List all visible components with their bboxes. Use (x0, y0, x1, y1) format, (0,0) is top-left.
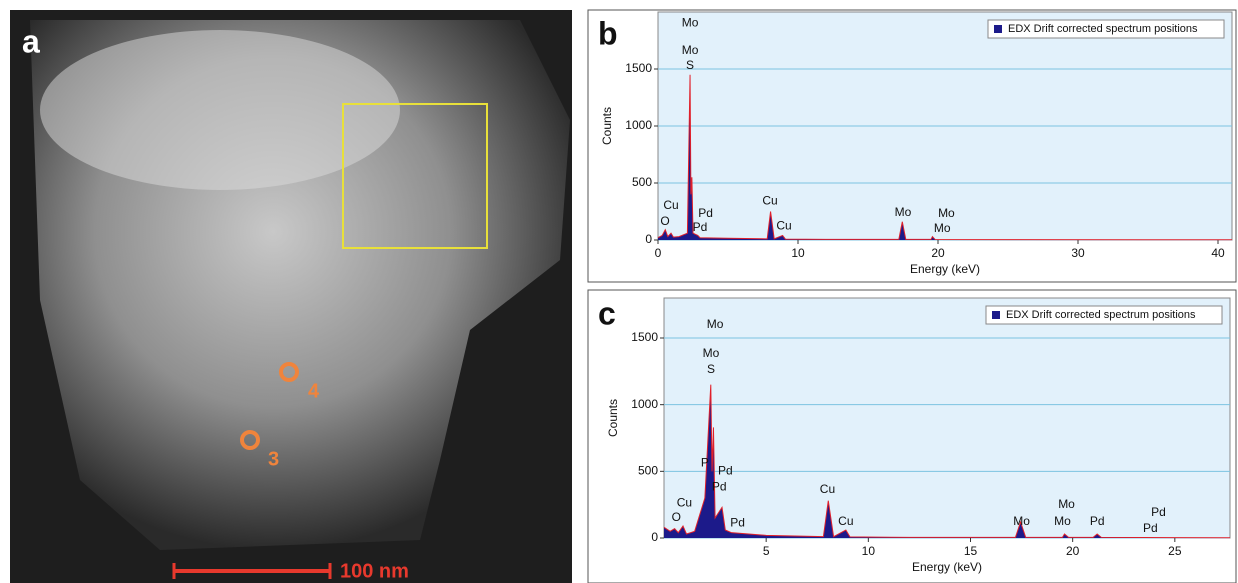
peak-label: Pd (1090, 514, 1105, 528)
peak-label: S (686, 58, 694, 72)
peak-label: Cu (820, 482, 835, 496)
y-tick-label: 1500 (625, 61, 652, 75)
y-tick-label: 1000 (625, 118, 652, 132)
spectrum-fill (664, 384, 1230, 538)
peak-label: O (660, 214, 669, 228)
legend-box (985, 305, 1223, 325)
spectrum-line (663, 384, 1231, 539)
micrograph-panel: 4 3 100 nm a (10, 10, 572, 583)
legend-swatch (994, 25, 1002, 33)
legend-box (987, 19, 1225, 39)
spectrum-line (657, 74, 1233, 241)
peak-label: Pd (718, 464, 733, 478)
peak-label: Mo (682, 16, 699, 30)
x-tick-label: 40 (1211, 246, 1225, 260)
peak-label: Mo (1054, 514, 1071, 528)
x-axis-label: Energy (keV) (910, 262, 980, 276)
bright-region (40, 30, 400, 190)
peak-label: Cu (677, 496, 692, 510)
x-axis-label: Energy (keV) (912, 560, 982, 574)
peak-label: Mo (1058, 497, 1075, 511)
peak-label: Pd (1143, 521, 1158, 535)
peak-label: Mo (707, 317, 724, 331)
marker-circle (240, 430, 260, 450)
y-axis-label: Counts (606, 399, 620, 437)
y-axis-label: Counts (600, 107, 614, 145)
x-tick-label: 0 (655, 246, 662, 260)
peak-label: Cu (838, 514, 853, 528)
chart: 0 500 1000 1500 5 10 15 20 25 Energy (keV) Counts c… (587, 289, 1237, 583)
x-tick-label: 10 (791, 246, 805, 260)
peak-label: O (672, 510, 681, 524)
legend-swatch (992, 311, 1000, 319)
scale-bar-label: 100 nm (340, 560, 409, 582)
marker-label: 4 (308, 380, 320, 402)
y-tick-label: 0 (651, 530, 658, 544)
panel-label: a (22, 23, 40, 59)
panel-label: c (598, 295, 616, 331)
peak-label: Cu (762, 193, 777, 207)
x-tick-label: 5 (763, 544, 770, 558)
peak-label: Pd (712, 480, 727, 494)
x-tick-label: 20 (931, 246, 945, 260)
panel-label: b (598, 15, 618, 51)
chart: 0 500 1000 1500 0 10 20 30 40 Energy (keV) Counts b… (587, 9, 1237, 283)
y-tick-label: 500 (632, 175, 652, 189)
peak-label: P (701, 456, 709, 470)
peak-label: Mo (682, 43, 699, 57)
x-tick-label: 25 (1168, 544, 1182, 558)
peak-label: Pd (698, 206, 713, 220)
marker-label: 3 (268, 448, 279, 470)
peak-label: Mo (1013, 514, 1030, 528)
peak-label: Mo (938, 206, 955, 220)
peak-label: S (707, 362, 715, 376)
x-tick-label: 10 (862, 544, 876, 558)
x-tick-label: 20 (1066, 544, 1080, 558)
peak-label: Pd (693, 220, 708, 234)
y-tick-label: 500 (638, 464, 658, 478)
peak-label: Cu (776, 218, 791, 232)
marker-circle (279, 362, 299, 382)
peak-label: Pd (1151, 505, 1166, 519)
x-tick-label: 15 (964, 544, 978, 558)
y-tick-label: 1500 (631, 330, 658, 344)
y-tick-label: 0 (645, 232, 652, 246)
peak-label: Mo (895, 205, 912, 219)
legend-label: EDX Drift corrected spectrum positions (1006, 309, 1196, 321)
y-tick-label: 1000 (631, 397, 658, 411)
peak-label: Pd (730, 516, 745, 530)
legend-label: EDX Drift corrected spectrum positions (1008, 23, 1198, 35)
plot-area (663, 297, 1231, 539)
selection-box (342, 103, 488, 249)
peak-label: Mo (934, 221, 951, 235)
peak-label: Cu (663, 198, 678, 212)
x-tick-label: 30 (1071, 246, 1085, 260)
peak-label: Mo (703, 346, 720, 360)
